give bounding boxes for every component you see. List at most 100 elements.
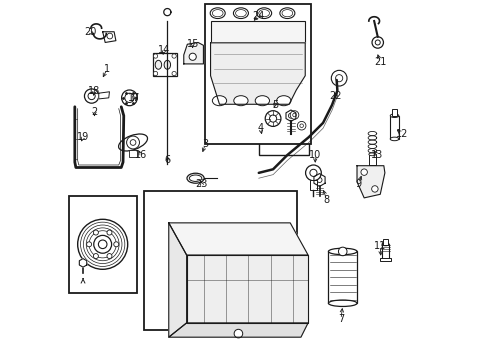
Circle shape (269, 115, 276, 122)
Circle shape (288, 113, 293, 118)
Bar (382, 239, 387, 246)
Polygon shape (168, 223, 186, 337)
Polygon shape (313, 174, 325, 186)
Circle shape (371, 186, 377, 192)
Polygon shape (102, 32, 116, 42)
Ellipse shape (212, 96, 226, 106)
Text: 17: 17 (127, 93, 140, 103)
Circle shape (264, 111, 281, 126)
Text: 1: 1 (103, 64, 110, 74)
Circle shape (126, 136, 139, 149)
Circle shape (234, 329, 242, 338)
Polygon shape (168, 323, 307, 337)
Text: 20: 20 (84, 27, 96, 37)
Ellipse shape (368, 153, 375, 156)
Bar (368, 154, 375, 165)
Text: 10: 10 (308, 150, 321, 160)
Circle shape (93, 230, 98, 235)
Text: 16: 16 (135, 150, 147, 160)
Text: 18: 18 (88, 86, 101, 96)
Bar (389, 116, 398, 139)
Ellipse shape (258, 10, 269, 17)
Circle shape (371, 37, 383, 48)
Circle shape (98, 240, 107, 249)
Ellipse shape (328, 300, 356, 306)
Circle shape (130, 140, 136, 145)
Text: 23: 23 (195, 179, 207, 189)
Polygon shape (168, 223, 307, 255)
Polygon shape (285, 110, 295, 121)
Polygon shape (79, 258, 86, 267)
Circle shape (305, 165, 321, 181)
Bar (69, 196, 136, 293)
Circle shape (292, 113, 296, 117)
Ellipse shape (212, 10, 223, 17)
Ellipse shape (233, 96, 247, 106)
Bar (129, 150, 136, 157)
Circle shape (93, 253, 98, 258)
Ellipse shape (164, 60, 170, 69)
Circle shape (374, 40, 380, 45)
Circle shape (84, 89, 99, 103)
Polygon shape (99, 92, 109, 99)
Circle shape (309, 169, 316, 176)
Circle shape (290, 111, 298, 119)
Circle shape (299, 124, 303, 127)
Bar (381, 244, 388, 258)
Bar (210, 21, 305, 43)
Text: 6: 6 (164, 156, 170, 165)
Circle shape (172, 54, 176, 58)
Circle shape (107, 33, 112, 39)
Circle shape (153, 71, 157, 76)
Circle shape (86, 242, 91, 247)
Ellipse shape (328, 248, 356, 255)
Text: 11: 11 (373, 241, 386, 251)
Text: 14: 14 (158, 45, 170, 55)
Text: 3: 3 (202, 139, 208, 149)
Ellipse shape (186, 173, 203, 183)
Circle shape (78, 219, 127, 269)
Circle shape (297, 121, 305, 130)
Text: 2: 2 (91, 107, 98, 117)
Text: 15: 15 (186, 39, 199, 49)
Text: 12: 12 (395, 129, 407, 139)
Ellipse shape (282, 10, 292, 17)
Circle shape (114, 242, 119, 247)
Ellipse shape (233, 8, 248, 18)
Bar (309, 180, 316, 190)
Circle shape (316, 177, 322, 183)
Text: 5: 5 (271, 100, 277, 110)
Ellipse shape (235, 10, 246, 17)
Text: 13: 13 (370, 150, 382, 160)
Bar (380, 258, 390, 261)
Ellipse shape (276, 96, 290, 106)
Circle shape (107, 253, 112, 258)
Polygon shape (210, 43, 305, 104)
Circle shape (94, 235, 111, 253)
Circle shape (88, 93, 95, 100)
Bar (205, 4, 310, 144)
Circle shape (124, 93, 134, 103)
Text: 22: 22 (329, 91, 341, 101)
Ellipse shape (389, 114, 398, 117)
Ellipse shape (389, 137, 398, 141)
Polygon shape (186, 255, 307, 323)
Ellipse shape (155, 60, 162, 69)
Ellipse shape (210, 8, 225, 18)
Text: 4: 4 (257, 123, 263, 133)
Ellipse shape (279, 8, 294, 18)
Ellipse shape (118, 134, 147, 151)
Bar (328, 251, 356, 303)
Circle shape (153, 54, 157, 58)
Text: 19: 19 (77, 132, 89, 142)
Bar (152, 53, 177, 76)
Text: 24: 24 (252, 11, 264, 21)
Circle shape (189, 53, 196, 60)
Text: 7: 7 (337, 314, 344, 324)
Text: 9: 9 (355, 179, 361, 189)
Text: 8: 8 (323, 195, 329, 204)
Circle shape (107, 230, 112, 235)
Circle shape (360, 169, 366, 175)
Circle shape (172, 71, 176, 76)
Polygon shape (356, 166, 384, 198)
